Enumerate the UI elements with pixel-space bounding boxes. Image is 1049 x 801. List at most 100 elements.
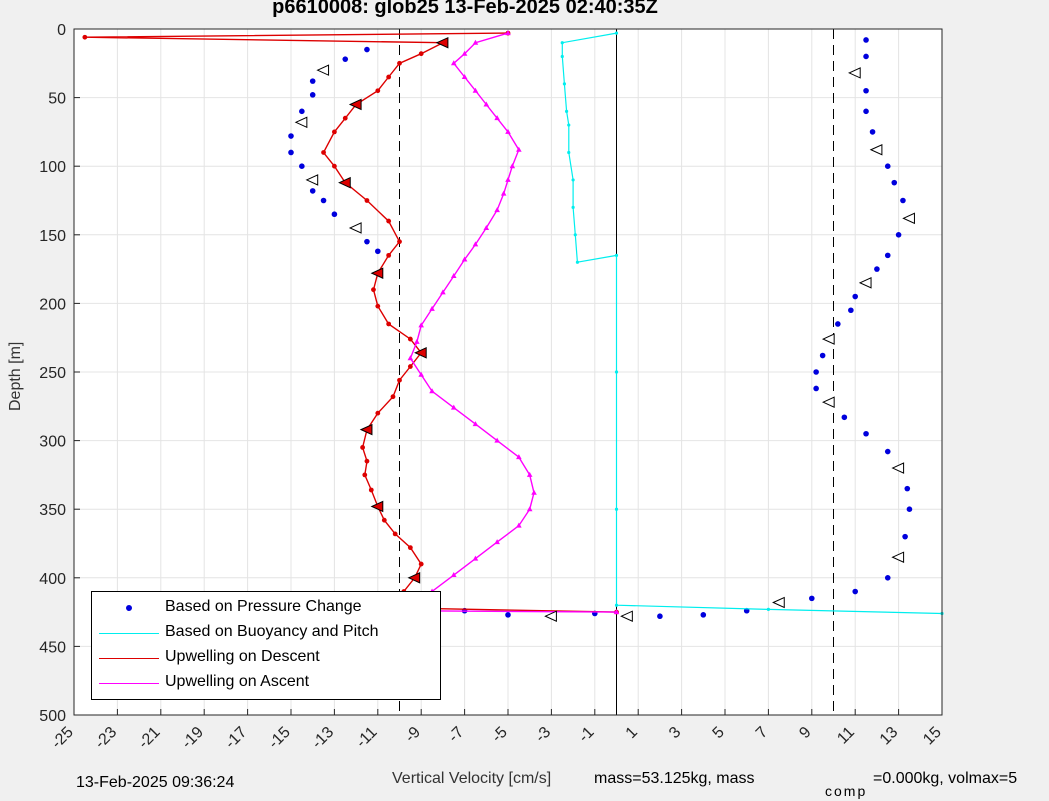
y-tick-label: 350 bbox=[39, 502, 66, 519]
direction-marker bbox=[772, 596, 785, 609]
data-point bbox=[564, 109, 569, 113]
direction-marker bbox=[305, 174, 319, 186]
direction-marker bbox=[891, 462, 905, 474]
data-point bbox=[368, 487, 374, 493]
data-point bbox=[386, 74, 392, 80]
x-tick-label: 1 bbox=[623, 724, 641, 742]
direction-marker bbox=[348, 98, 362, 111]
data-point bbox=[483, 224, 490, 230]
data-point bbox=[332, 163, 337, 169]
data-point bbox=[381, 517, 387, 523]
data-point bbox=[472, 555, 479, 561]
data-point bbox=[288, 133, 294, 139]
direction-marker bbox=[620, 610, 633, 622]
direction-marker bbox=[847, 67, 861, 79]
x-tick-label: -7 bbox=[445, 724, 467, 746]
data-point bbox=[902, 533, 908, 540]
data-point bbox=[375, 88, 381, 94]
direction-marker bbox=[338, 176, 351, 189]
data-point bbox=[863, 430, 869, 437]
data-point bbox=[407, 355, 414, 361]
data-point bbox=[863, 53, 869, 60]
data-point bbox=[321, 150, 326, 155]
x-tick-label: -23 bbox=[92, 724, 120, 752]
data-point bbox=[309, 188, 316, 194]
legend-label: Upwelling on Ascent bbox=[165, 673, 310, 690]
data-point bbox=[450, 60, 457, 66]
legend-item-pressure: Based on Pressure Change bbox=[92, 596, 440, 620]
data-point bbox=[852, 588, 858, 595]
y-tick-label: 150 bbox=[39, 228, 66, 245]
data-point bbox=[906, 506, 913, 512]
legend: Based on Pressure Change Based on Buoyan… bbox=[91, 591, 441, 700]
data-point bbox=[82, 34, 88, 40]
x-tick-label: -17 bbox=[222, 724, 250, 752]
data-point bbox=[392, 531, 398, 537]
series-line bbox=[399, 32, 617, 613]
direction-marker bbox=[370, 500, 384, 513]
x-tick-label: -1 bbox=[576, 724, 598, 746]
data-point bbox=[614, 507, 619, 511]
legend-line-icon bbox=[99, 658, 159, 659]
marker-layer bbox=[294, 36, 915, 622]
y-axis: 0 50 100 150 200 250 300 350 400 450 500 bbox=[39, 22, 80, 725]
data-point bbox=[516, 146, 522, 152]
data-point bbox=[891, 179, 898, 186]
data-point bbox=[567, 123, 571, 127]
data-point bbox=[461, 50, 468, 56]
data-point bbox=[516, 522, 522, 528]
data-point bbox=[614, 603, 619, 607]
data-point bbox=[407, 545, 413, 551]
legend-dot-icon bbox=[126, 605, 132, 611]
data-point bbox=[809, 595, 815, 602]
chart-title: p6610008: glob25 13-Feb-2025 02:40:35Z bbox=[272, 0, 658, 18]
data-point bbox=[362, 472, 368, 478]
data-point bbox=[429, 388, 435, 394]
data-point bbox=[895, 232, 902, 238]
x-tick-label: 5 bbox=[710, 724, 728, 742]
data-point bbox=[418, 51, 424, 57]
data-point bbox=[500, 190, 507, 196]
direction-marker bbox=[359, 423, 373, 436]
x-tick-label: 3 bbox=[666, 724, 684, 742]
data-point bbox=[450, 404, 457, 410]
data-point bbox=[375, 248, 381, 255]
data-point bbox=[571, 178, 575, 182]
data-point bbox=[418, 371, 424, 377]
data-point bbox=[526, 471, 533, 477]
y-tick-label: 200 bbox=[39, 296, 66, 313]
data-point bbox=[342, 115, 348, 121]
data-point bbox=[852, 293, 858, 300]
data-point bbox=[884, 163, 891, 169]
data-point bbox=[472, 241, 479, 247]
data-point bbox=[841, 414, 848, 421]
x-tick-label: -15 bbox=[265, 724, 293, 752]
data-point bbox=[900, 197, 906, 204]
y-tick-label: 300 bbox=[39, 434, 66, 451]
legend-item-descent: Upwelling on Descent bbox=[92, 646, 440, 670]
x-tick-label: -13 bbox=[309, 724, 337, 752]
data-point bbox=[450, 272, 457, 278]
data-point bbox=[509, 163, 516, 169]
direction-marker bbox=[544, 610, 557, 622]
x-tick-label: -5 bbox=[489, 724, 511, 746]
x-tick-label: 13 bbox=[877, 724, 902, 749]
data-point bbox=[418, 322, 424, 328]
x-tick-label: 7 bbox=[753, 724, 771, 742]
y-tick-label: 500 bbox=[39, 708, 66, 725]
data-point bbox=[700, 612, 707, 618]
data-point bbox=[494, 115, 500, 121]
series-3 bbox=[396, 30, 620, 615]
x-axis-label: Vertical Velocity [cm/s] bbox=[392, 770, 552, 787]
data-point bbox=[505, 30, 511, 36]
data-point bbox=[407, 336, 413, 342]
data-point bbox=[560, 41, 564, 45]
mass-rest-text: =0.000kg, volmax=5 bbox=[873, 770, 1018, 787]
data-point bbox=[874, 266, 880, 272]
data-point bbox=[813, 385, 819, 392]
data-point bbox=[863, 37, 869, 43]
data-point bbox=[342, 56, 349, 62]
direction-marker bbox=[821, 333, 835, 345]
direction-marker bbox=[902, 212, 915, 225]
direction-marker bbox=[858, 277, 872, 289]
